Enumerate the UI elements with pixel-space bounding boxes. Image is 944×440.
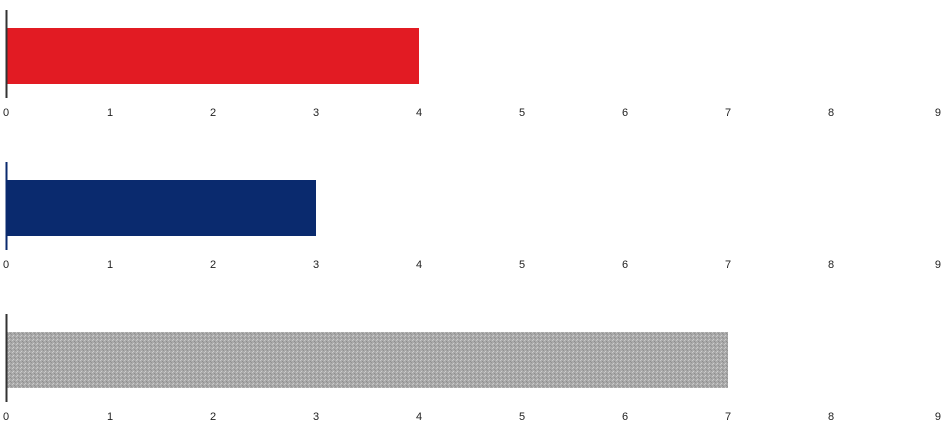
x-tick-label: 3 [313, 411, 319, 423]
x-tick-label: 0 [3, 259, 9, 271]
x-tick-label: 6 [622, 107, 628, 119]
x-tick-label: 4 [416, 411, 422, 423]
x-tick-label: 1 [107, 107, 113, 119]
x-tick-label: 0 [3, 107, 9, 119]
x-tick-label: 9 [935, 411, 941, 423]
x-tick-label: 8 [828, 107, 834, 119]
x-tick-label: 7 [725, 411, 731, 423]
x-tick-label: 1 [107, 411, 113, 423]
x-tick-label: 6 [622, 259, 628, 271]
x-tick-label: 3 [313, 107, 319, 119]
x-tick-label: 7 [725, 259, 731, 271]
x-tick-label: 9 [935, 107, 941, 119]
chart-panel-3: 0 1 2 3 4 5 6 7 8 9 [3, 314, 941, 423]
x-tick-label: 2 [210, 411, 216, 423]
x-tick-label: 2 [210, 259, 216, 271]
bar [7, 180, 316, 236]
x-tick-label: 7 [725, 107, 731, 119]
x-tick-label: 2 [210, 107, 216, 119]
bar [7, 332, 728, 388]
x-tick-label: 9 [935, 259, 941, 271]
x-tick-label: 4 [416, 259, 422, 271]
x-tick-label: 6 [622, 411, 628, 423]
x-tick-label: 5 [519, 411, 525, 423]
x-tick-label: 8 [828, 259, 834, 271]
chart-panel-2: 0 1 2 3 4 5 6 7 8 9 [3, 162, 941, 271]
x-tick-label: 5 [519, 259, 525, 271]
x-tick-label: 0 [3, 411, 9, 423]
chart-panel-1: 0 1 2 3 4 5 6 7 8 9 [3, 10, 941, 119]
bar [7, 28, 419, 84]
x-tick-label: 1 [107, 259, 113, 271]
x-tick-label: 8 [828, 411, 834, 423]
x-tick-label: 4 [416, 107, 422, 119]
x-tick-label: 5 [519, 107, 525, 119]
x-tick-label: 3 [313, 259, 319, 271]
